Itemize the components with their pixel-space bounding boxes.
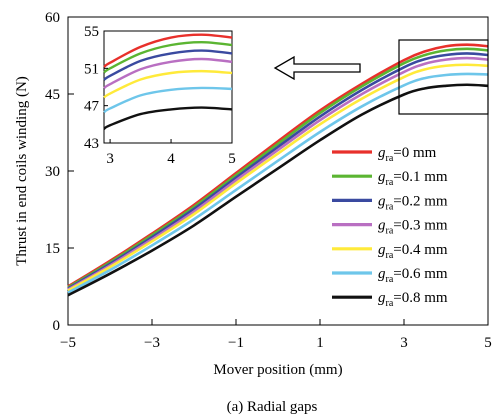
legend-label-0: gra=0 mm [378, 145, 437, 164]
inset-x-axis-ticks: 3 4 5 [106, 139, 236, 167]
x-axis-title: Mover position (mm) [213, 362, 342, 378]
inset-series-line-3 [103, 57, 233, 90]
inset-series-lines [103, 33, 233, 130]
x-axis-ticks: −5 −3 −1 1 3 5 [60, 319, 492, 351]
series-line-6 [67, 83, 489, 297]
inset-series-line-2 [103, 49, 233, 81]
x-tick-label: 5 [484, 335, 492, 351]
inset-y-tick-label: 43 [84, 136, 99, 152]
zoom-region-box [398, 39, 489, 115]
inset-series-line-6 [103, 106, 233, 130]
inset-x-tick-label: 5 [228, 151, 236, 167]
inset-y-tick-label: 51 [84, 61, 99, 77]
y-tick-label: 60 [45, 10, 60, 26]
x-tick-label: 1 [316, 335, 324, 351]
legend: gra=0 mm gra=0.1 mm gra=0.2 mm gra=0.3 mm gr… [332, 145, 448, 309]
series-line-1 [67, 47, 489, 289]
series-line-3 [67, 56, 489, 291]
y-tick-label: 30 [45, 164, 60, 180]
legend-label-6: gra=0.8 mm [378, 290, 448, 309]
inset-x-tick-label: 3 [106, 151, 114, 167]
inset-series-line-0 [103, 33, 233, 69]
legend-label-5: gra=0.6 mm [378, 266, 448, 285]
y-tick-label: 15 [45, 241, 60, 257]
y-tick-label: 45 [45, 87, 60, 103]
inset-y-axis-ticks: 43 47 51 55 [84, 24, 108, 152]
x-tick-label: −3 [144, 335, 160, 351]
inset-series-line-4 [103, 69, 233, 99]
inset-series-line-5 [103, 86, 233, 114]
main-series-lines [67, 43, 489, 297]
x-tick-label: 3 [400, 335, 408, 351]
inset-series-line-1 [103, 41, 233, 74]
zoom-arrow-icon [273, 55, 361, 81]
x-tick-label: −5 [60, 335, 76, 351]
series-line-4 [67, 63, 489, 292]
series-line-5 [67, 72, 489, 294]
inset-y-tick-label: 55 [84, 24, 99, 40]
inset-y-tick-label: 47 [84, 99, 100, 115]
legend-label-4: gra=0.4 mm [378, 242, 448, 261]
x-tick-label: −1 [228, 335, 244, 351]
series-line-2 [67, 52, 489, 290]
legend-label-3: gra=0.3 mm [378, 218, 448, 237]
figure-caption: (a) Radial gaps [227, 399, 318, 415]
legend-label-2: gra=0.2 mm [378, 193, 448, 212]
legend-label-1: gra=0.1 mm [378, 169, 448, 188]
y-axis-title: Thrust in end coils winding (N) [14, 76, 30, 266]
y-tick-label: 0 [53, 318, 61, 334]
inset-x-tick-label: 4 [167, 151, 175, 167]
y-axis-ticks: 0 15 30 45 60 [45, 10, 74, 334]
